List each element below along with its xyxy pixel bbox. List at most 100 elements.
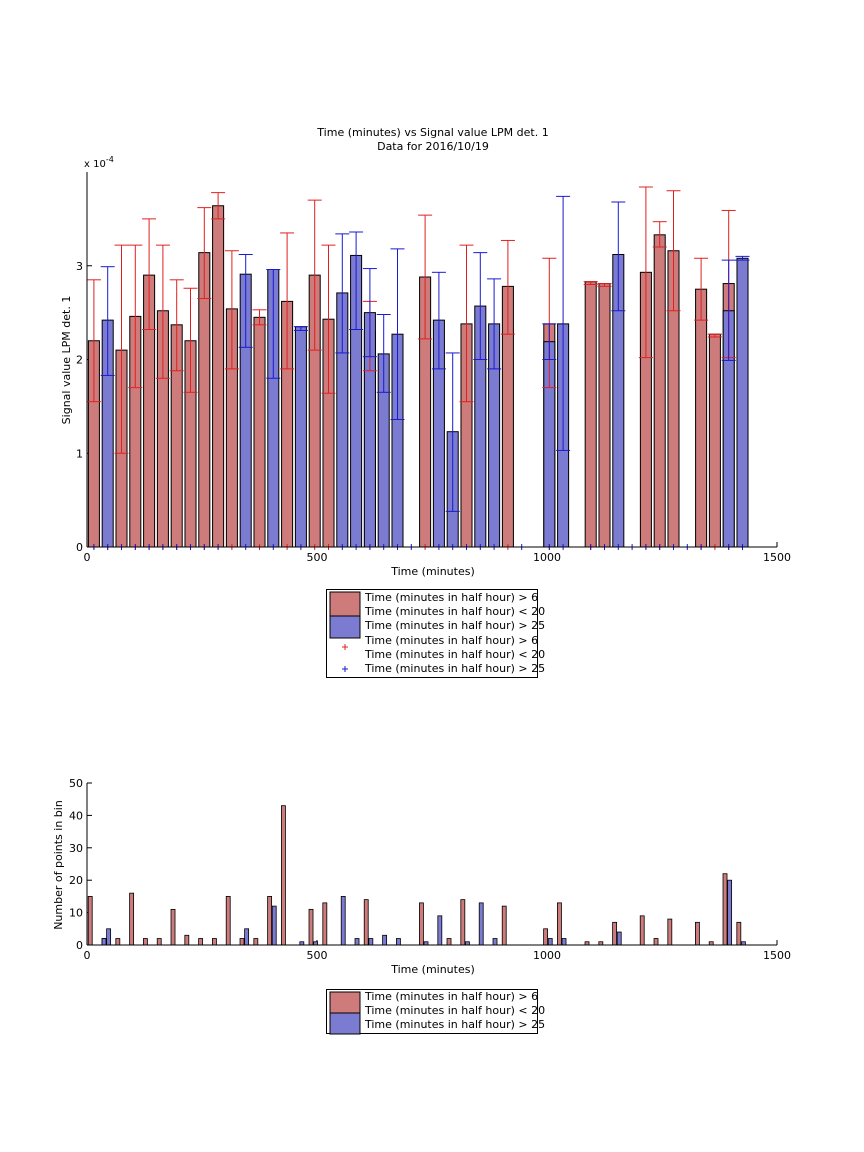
error-bar: [652, 221, 667, 248]
y-tick-label: 50: [69, 777, 83, 790]
x-axis-label: Time (minutes): [390, 565, 475, 578]
count-bar: [667, 918, 673, 946]
error-bar: [100, 266, 115, 376]
count-bar: [239, 938, 245, 946]
signal-chart: Time (minutes) vs Signal value LPM det. …: [60, 126, 791, 678]
error-bar: [86, 279, 101, 403]
legend: Time (minutes in half hour) > 6 Time (mi…: [326, 989, 545, 1035]
error-bar: [224, 250, 239, 370]
legend-swatch-blue: [329, 1012, 361, 1035]
count-bar: [547, 938, 553, 946]
count-bar: [460, 899, 466, 946]
count-bar: [271, 905, 277, 946]
x-tick-label: 0: [84, 949, 91, 962]
x-tick-label: 1500: [763, 949, 791, 962]
x-tick-label: 1000: [533, 949, 561, 962]
count-bar: [561, 938, 567, 946]
legend-swatch-red: [329, 591, 361, 619]
error-bar: [321, 244, 336, 394]
chart-subtitle: Data for 2016/10/19: [377, 140, 489, 153]
error-bar: [293, 326, 308, 331]
count-bar: [382, 934, 388, 946]
y-tick-label: 1: [76, 447, 83, 460]
error-bar: [114, 244, 129, 454]
error-bar: [252, 309, 267, 326]
y-tick-label: 10: [69, 907, 83, 920]
y-tick-label: 0: [76, 939, 83, 952]
legend-entry: Time (minutes in half hour) < 20: [364, 1004, 545, 1017]
count-bar: [437, 915, 443, 946]
error-bar: [583, 281, 598, 285]
error-bar: [142, 218, 157, 330]
count-bar: [308, 908, 314, 946]
count-bar: [198, 938, 204, 946]
error-bar: [473, 252, 488, 360]
bar: [598, 283, 611, 548]
legend-entry: Time (minutes in half hour) > 6: [364, 591, 538, 604]
legend-marker-blue: [342, 666, 348, 672]
x-tick-label: 1500: [763, 551, 791, 564]
error-bar: [128, 244, 143, 389]
count-bar: [281, 805, 286, 946]
legend-marker-red: [342, 644, 348, 650]
count-bar: [129, 892, 135, 946]
legend-entry: Time (minutes in half hour) > 6: [364, 634, 538, 647]
error-bar: [694, 257, 709, 321]
x-tick-label: 0: [84, 551, 91, 564]
count-bar: [501, 905, 507, 946]
error-bar: [211, 192, 226, 220]
error-bar: [542, 257, 557, 389]
count-bar: [695, 921, 700, 946]
error-bar: [500, 239, 515, 335]
count-bar: [446, 938, 452, 946]
error-bar: [487, 278, 502, 370]
legend-entry: Time (minutes in half hour) > 25: [364, 662, 545, 675]
bar: [695, 288, 708, 548]
y-tick-label: 0: [76, 541, 83, 554]
count-bar: [478, 902, 484, 946]
error-bar: [238, 254, 253, 348]
error-bar: [445, 352, 460, 512]
error-bar: [542, 323, 557, 360]
error-bar: [431, 271, 446, 370]
count-bar: [736, 921, 742, 946]
y-tick-label: 40: [69, 809, 83, 822]
count-bar: [244, 928, 250, 946]
count-bar: [87, 896, 93, 946]
y-tick-label: 20: [69, 874, 83, 887]
count-bar: [653, 938, 659, 946]
error-bar: [155, 244, 170, 379]
error-bar: [597, 283, 612, 287]
count-bar: [363, 899, 369, 946]
legend-entry: Time (minutes in half hour) > 25: [364, 1018, 545, 1031]
y-exponent-label: x 10-4: [84, 155, 114, 170]
error-bars: [86, 186, 750, 512]
error-bar: [390, 248, 405, 420]
count-bar: [616, 931, 622, 946]
error-bar: [349, 231, 364, 330]
legend-entry: Time (minutes in half hour) < 20: [364, 648, 545, 661]
error-bar: [376, 314, 391, 393]
y-tick-label: 30: [69, 842, 83, 855]
bars: [87, 805, 746, 946]
axis-ticks: 0 500 1000 1500 0 10 20 30 40 50: [69, 777, 791, 962]
error-bar: [280, 232, 295, 370]
error-bar: [707, 333, 722, 338]
bar: [584, 281, 597, 548]
count-bar: [419, 902, 424, 946]
count-bar: [115, 938, 121, 946]
legend-box: [326, 589, 538, 678]
y-tick-label: 2: [76, 354, 83, 367]
bar: [294, 326, 307, 548]
count-bar: [727, 879, 733, 946]
error-bar: [266, 269, 281, 379]
count-bar: [612, 921, 618, 946]
error-bar: [459, 244, 474, 403]
count-bar: [101, 938, 107, 946]
count-bar: [557, 902, 562, 946]
error-bar: [335, 233, 350, 354]
x-axis-label: Time (minutes): [390, 963, 475, 976]
count-bar: [543, 928, 549, 946]
